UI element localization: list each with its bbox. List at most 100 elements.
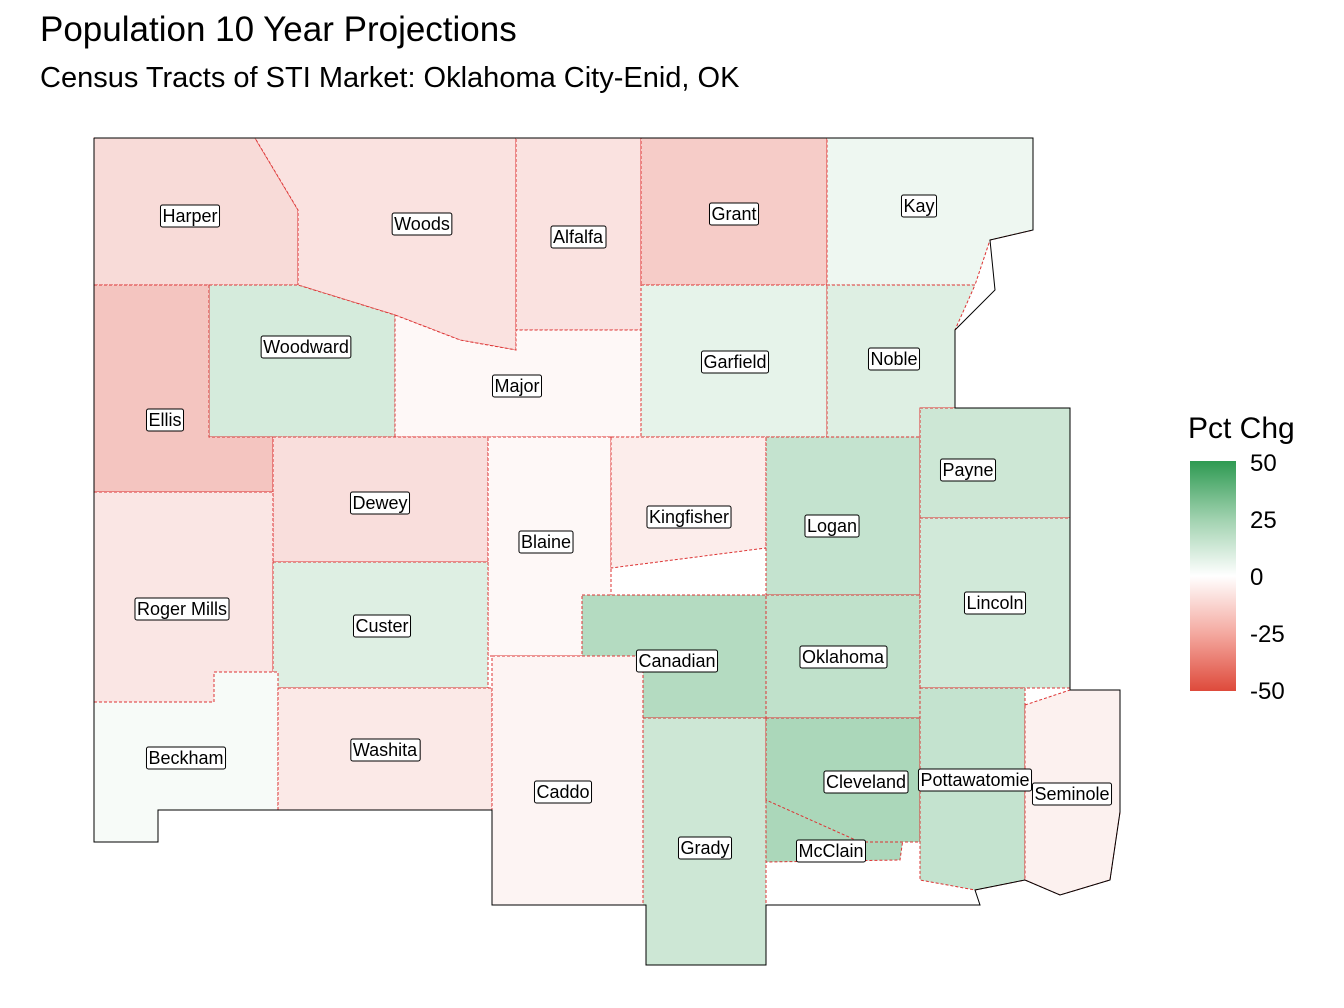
chart-title: Population 10 Year Projections — [40, 10, 517, 49]
county-label-text: Caddo — [536, 782, 589, 802]
chart-subtitle: Census Tracts of STI Market: Oklahoma Ci… — [40, 62, 740, 94]
county-label: Blaine — [518, 530, 574, 554]
county-label-text: Washita — [353, 740, 418, 760]
county-label-text: Blaine — [521, 532, 571, 552]
county-label-text: Noble — [870, 349, 917, 369]
county-label-box — [518, 530, 574, 554]
county-label-text: Garfield — [703, 352, 766, 372]
county-label-text: Roger Mills — [137, 599, 227, 619]
county-label-text: McClain — [798, 841, 863, 861]
county-label: Kingfisher — [646, 505, 732, 529]
county-label: Custer — [352, 614, 412, 638]
legend-color-bar — [1190, 461, 1236, 691]
county-label: Noble — [867, 347, 921, 371]
county-label: Woodward — [260, 335, 352, 359]
county-label-text: Lincoln — [966, 593, 1023, 613]
county-label-box — [823, 770, 909, 794]
county-label-text: Woodward — [263, 337, 349, 357]
county-label: Kay — [900, 194, 938, 218]
legend-tick-label: 25 — [1250, 507, 1277, 534]
county-label: Seminole — [1031, 782, 1113, 806]
county-label-text: Oklahoma — [802, 647, 885, 667]
county-label: Grady — [677, 836, 733, 860]
county-label-box — [1031, 782, 1113, 806]
county-label: Washita — [350, 738, 421, 762]
county-borders — [93, 137, 1121, 966]
county-label: Woods — [391, 212, 453, 236]
legend-tick — [1236, 524, 1244, 525]
legend-tick-label: 50 — [1250, 450, 1277, 477]
county-roger-mills — [93, 491, 274, 703]
county-label-text: Harper — [162, 206, 217, 226]
county-label-text: Ellis — [148, 410, 181, 430]
county-label-text: Beckham — [148, 748, 223, 768]
county-label: Canadian — [635, 649, 719, 673]
county-label-text: Pottawatomie — [920, 770, 1029, 790]
county-label: Pottawatomie — [917, 768, 1033, 792]
county-label-box — [550, 225, 607, 249]
county-label: Ellis — [145, 408, 185, 432]
county-label-box — [963, 591, 1027, 615]
legend-title: Pct Chg — [1188, 412, 1295, 445]
legend-tick — [1236, 638, 1244, 639]
legend-tick-label: -25 — [1250, 621, 1285, 648]
county-label-text: Cleveland — [826, 772, 906, 792]
market-outline — [93, 137, 1121, 966]
county-label-text: Major — [494, 376, 539, 396]
county-label-box — [795, 839, 867, 863]
county-label: Cleveland — [823, 770, 909, 794]
county-label-box — [708, 202, 760, 226]
legend-tick-label: -50 — [1250, 678, 1285, 705]
county-label-text: Grady — [680, 838, 729, 858]
county-label-text: Woods — [394, 214, 450, 234]
county-label-box — [145, 746, 227, 770]
county-label-text: Custer — [355, 616, 408, 636]
county-label-text: Kingfisher — [649, 507, 729, 527]
county-label-text: Dewey — [352, 493, 407, 513]
county-label-box — [635, 649, 719, 673]
county-label: Harper — [159, 204, 221, 228]
county-label: Grant — [708, 202, 760, 226]
county-label: Caddo — [533, 780, 593, 804]
county-label-box — [677, 836, 733, 860]
tract-layer — [93, 137, 1121, 966]
county-label-box — [799, 645, 888, 669]
county-label-box — [939, 458, 997, 482]
legend-tick-label: 0 — [1250, 564, 1264, 591]
county-label: Garfield — [700, 350, 770, 374]
county-labels: Harper Woods Alfalfa Grant Kay Woodward Major G… — [134, 194, 1113, 863]
county-label-box — [900, 194, 938, 218]
county-label: Roger Mills — [134, 597, 230, 621]
county-label: Beckham — [145, 746, 227, 770]
county-label-text: Payne — [942, 460, 993, 480]
county-label-box — [804, 514, 860, 538]
county-woodward — [208, 284, 396, 438]
county-label-box — [391, 212, 453, 236]
county-kingfisher — [610, 436, 767, 569]
county-label-box — [533, 780, 593, 804]
county-label-text: Logan — [807, 516, 857, 536]
county-label: Dewey — [349, 491, 411, 515]
county-label-box — [350, 738, 421, 762]
county-label-text: Canadian — [638, 651, 715, 671]
county-label-box — [917, 768, 1033, 792]
county-label: Oklahoma — [799, 645, 888, 669]
county-label-text: Kay — [903, 196, 934, 216]
county-label-box — [646, 505, 732, 529]
county-label-box — [260, 335, 352, 359]
county-label-text: Grant — [711, 204, 756, 224]
county-label-box — [700, 350, 770, 374]
county-label-box — [867, 347, 921, 371]
county-label-box — [491, 374, 543, 398]
county-label: Logan — [804, 514, 860, 538]
legend-tick — [1236, 694, 1244, 695]
county-label-box — [159, 204, 221, 228]
county-label: Alfalfa — [550, 225, 607, 249]
county-label: McClain — [795, 839, 867, 863]
county-label-text: Alfalfa — [553, 227, 604, 247]
county-label-box — [349, 491, 411, 515]
legend-tick — [1236, 467, 1244, 468]
legend-tick — [1236, 581, 1244, 582]
county-label-box — [134, 597, 230, 621]
